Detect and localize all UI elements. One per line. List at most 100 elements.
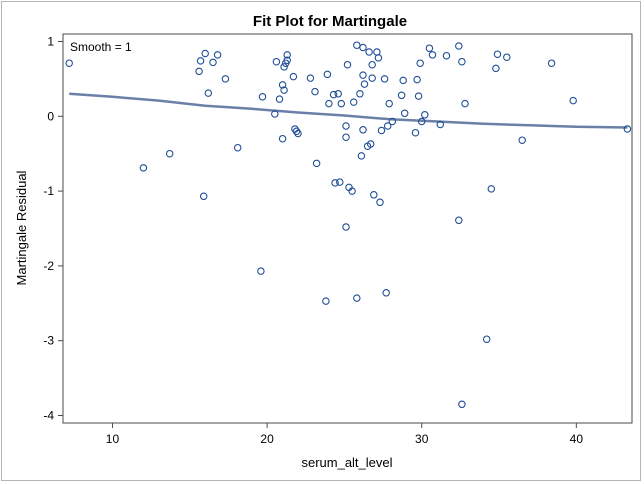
data-point: [411, 128, 420, 137]
data-point: [195, 67, 203, 76]
data-point: [294, 129, 302, 138]
data-point: [356, 90, 364, 98]
data-point: [370, 191, 378, 199]
data-point: [213, 51, 222, 59]
data-point: [359, 126, 367, 134]
data-point: [199, 192, 208, 201]
data-point: [368, 60, 376, 69]
data-point: [368, 74, 376, 82]
data-point: [257, 267, 265, 275]
data-point: [455, 42, 463, 50]
data-point: [325, 99, 333, 108]
data-point: [165, 149, 174, 158]
data-point: [204, 89, 213, 97]
data-point: [233, 143, 242, 152]
data-point: [383, 122, 392, 130]
data-point: [382, 289, 390, 297]
data-point: [280, 63, 288, 71]
plot-area: [62, 33, 633, 424]
data-point: [280, 86, 288, 94]
data-point: [416, 59, 424, 67]
x-tick-label: 30: [415, 432, 429, 446]
data-point: [311, 87, 319, 96]
x-tick-label: 20: [260, 432, 274, 446]
data-point: [201, 49, 209, 58]
data-point: [329, 90, 338, 99]
data-point: [380, 75, 389, 83]
data-point: [312, 159, 321, 168]
data-point: [376, 198, 384, 207]
data-point: [503, 53, 511, 61]
data-point: [272, 57, 281, 66]
data-point: [322, 297, 330, 305]
data-point: [342, 122, 350, 130]
data-point: [139, 164, 148, 172]
data-point: [461, 99, 469, 108]
data-point: [487, 185, 496, 193]
data-point: [492, 64, 500, 73]
data-point: [337, 99, 346, 108]
data-point: [482, 335, 491, 343]
data-point: [271, 110, 279, 118]
data-point: [283, 51, 291, 59]
data-point: [342, 223, 350, 231]
data-point: [278, 134, 287, 143]
data-point: [348, 187, 356, 195]
data-point: [458, 400, 466, 409]
y-tick-label: -1: [43, 184, 54, 198]
data-point: [547, 59, 556, 67]
data-point: [357, 152, 366, 160]
data-point: [455, 216, 463, 225]
data-point: [323, 70, 332, 79]
data-point: [518, 136, 526, 144]
data-point: [436, 120, 445, 129]
chart-title: Fit Plot for Martingale: [253, 13, 407, 30]
data-point: [366, 140, 375, 148]
data-point: [221, 75, 230, 83]
smooth-annotation: Smooth = 1: [70, 40, 132, 54]
y-axis: 1 0 -1 -2 -3 -4: [43, 34, 63, 423]
y-tick-label: -4: [43, 409, 54, 423]
data-point: [359, 71, 367, 79]
data-point: [353, 294, 361, 302]
data-point: [283, 56, 291, 64]
data-point: [360, 80, 369, 88]
data-point: [289, 72, 298, 81]
data-point: [428, 51, 437, 59]
data-point: [336, 178, 344, 186]
smooth-fit-line: [69, 92, 628, 129]
y-tick-label: -2: [43, 259, 54, 273]
data-point: [399, 76, 407, 85]
data-point: [442, 51, 451, 60]
data-point: [421, 111, 429, 119]
data-point: [385, 99, 393, 108]
y-axis-label: Martingale Residual: [14, 170, 29, 285]
data-point: [425, 44, 434, 52]
data-point: [275, 95, 284, 103]
data-point: [569, 96, 577, 105]
data-point: [493, 50, 502, 58]
data-point: [349, 98, 358, 106]
x-tick-label: 40: [570, 432, 584, 446]
data-point: [196, 57, 205, 65]
data-point: [359, 43, 367, 52]
x-axis-label: serum_alt_level: [301, 455, 392, 470]
data-point: [458, 57, 466, 66]
data-point: [331, 179, 339, 187]
x-tick-label: 10: [106, 432, 120, 446]
data-point: [365, 48, 373, 56]
data-point: [623, 125, 632, 133]
x-axis: 10 20 30 40: [106, 423, 584, 446]
data-point: [306, 74, 315, 82]
data-point: [377, 126, 386, 135]
data-point: [343, 60, 352, 69]
data-point: [417, 117, 426, 126]
data-point: [65, 59, 73, 67]
data-point: [353, 41, 361, 49]
data-point: [397, 91, 406, 100]
data-point: [258, 93, 267, 101]
y-tick-label: 0: [47, 109, 54, 123]
data-point: [278, 81, 287, 89]
